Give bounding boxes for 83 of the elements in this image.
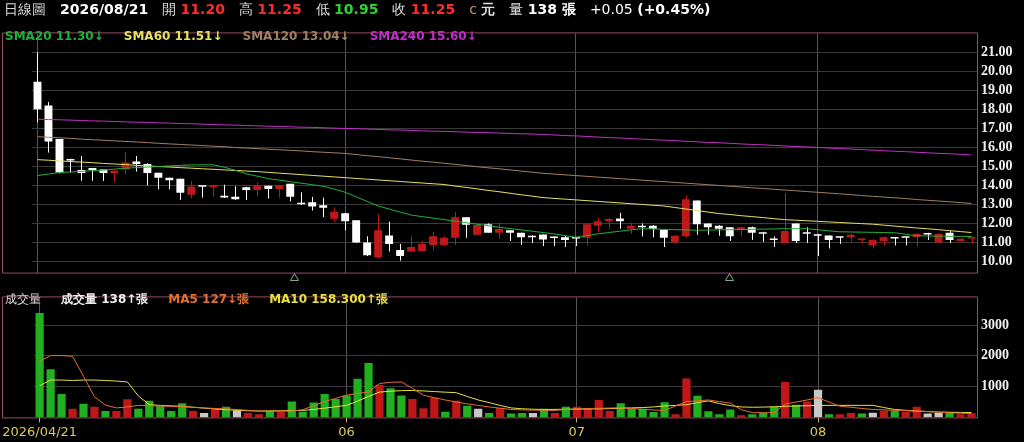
candlestick [363, 235, 372, 257]
candlestick [451, 211, 460, 246]
text: SMA120 13.04↓ [242, 29, 350, 43]
candlestick [692, 199, 701, 236]
candlestick [780, 192, 789, 244]
text: 開 11.20 [162, 1, 225, 17]
bar [419, 408, 428, 418]
bar [704, 411, 713, 418]
bar [254, 414, 264, 418]
bar [68, 408, 77, 418]
bar [901, 412, 910, 418]
y-tick-label: 11.00 [981, 233, 1012, 249]
candlestick [319, 197, 328, 218]
candlestick [429, 231, 438, 251]
bar [649, 412, 658, 418]
bar [671, 414, 680, 418]
y-tick-label: 20.00 [981, 62, 1013, 78]
bar [474, 408, 483, 418]
text: 2026/08/21 [60, 1, 149, 17]
bar [682, 378, 691, 418]
bar [386, 388, 395, 418]
bar [748, 414, 757, 418]
candlestick [352, 219, 361, 244]
bar [605, 411, 614, 418]
bar [824, 414, 834, 418]
bar [167, 411, 176, 418]
y-tick-label: 15.00 [981, 157, 1013, 173]
series-label: 成交量 138↑張 [61, 292, 149, 306]
y-tick-label: 17.00 [981, 119, 1013, 135]
text: SMA240 15.60↓ [369, 29, 477, 43]
text: MA5 127↓張 [168, 292, 250, 306]
bar [189, 411, 198, 418]
y-tick-label: 18.00 [981, 100, 1013, 116]
x-tick-label: 07 [568, 423, 586, 439]
y-tick-label: 19.00 [981, 81, 1013, 97]
bar [627, 408, 636, 418]
x-tick-label: 08 [809, 423, 827, 439]
y-tick-label: 1000 [981, 378, 1009, 394]
bar [408, 399, 417, 418]
bar [430, 397, 439, 418]
candlestick [385, 221, 394, 253]
text: SMA60 11.51↓ [123, 29, 223, 43]
text: 低 10.95 [315, 1, 379, 17]
bar [956, 414, 965, 418]
y-tick-label: 14.00 [981, 176, 1013, 192]
text: 高 11.25 [238, 1, 302, 17]
bar [375, 384, 384, 418]
y-tick-label: 16.00 [981, 138, 1013, 154]
bar [57, 393, 66, 418]
bar [397, 395, 406, 418]
y-tick-label: 12.00 [981, 214, 1013, 230]
bar [35, 312, 44, 418]
candlestick [582, 222, 591, 246]
text: 收 11.25 [392, 1, 456, 17]
chart-title: 成交量 [5, 292, 41, 306]
bar [353, 378, 362, 418]
bar [90, 406, 99, 418]
bar [364, 362, 373, 418]
text: +0.05 (+0.45%) [589, 1, 711, 17]
bar [463, 405, 472, 418]
text: 量 138 張 [509, 1, 576, 17]
x-tick-label: 06 [338, 423, 355, 439]
y-tick-label: 2000 [981, 347, 1009, 363]
y-tick-label: 21.00 [981, 43, 1013, 59]
text: c 元 [469, 1, 496, 17]
bar [715, 414, 724, 418]
y-tick-label: 3000 [981, 316, 1009, 332]
bar [134, 408, 143, 418]
bar [46, 369, 55, 418]
bar [101, 411, 110, 418]
bar [835, 414, 845, 418]
candlestick [198, 185, 207, 199]
bar [781, 381, 790, 418]
text: 日線圖 [4, 1, 46, 17]
y-tick-label: 13.00 [981, 195, 1013, 211]
text: SMA20 11.30↓ [5, 29, 104, 43]
y-tick-label: 10.00 [981, 252, 1013, 268]
x-tick-label: 2026/04/21 [2, 423, 78, 439]
candlestick [791, 222, 800, 244]
bar [79, 403, 88, 418]
text: MA10 158.300↑張 [269, 292, 388, 306]
bar [112, 411, 121, 418]
bar [726, 409, 735, 418]
